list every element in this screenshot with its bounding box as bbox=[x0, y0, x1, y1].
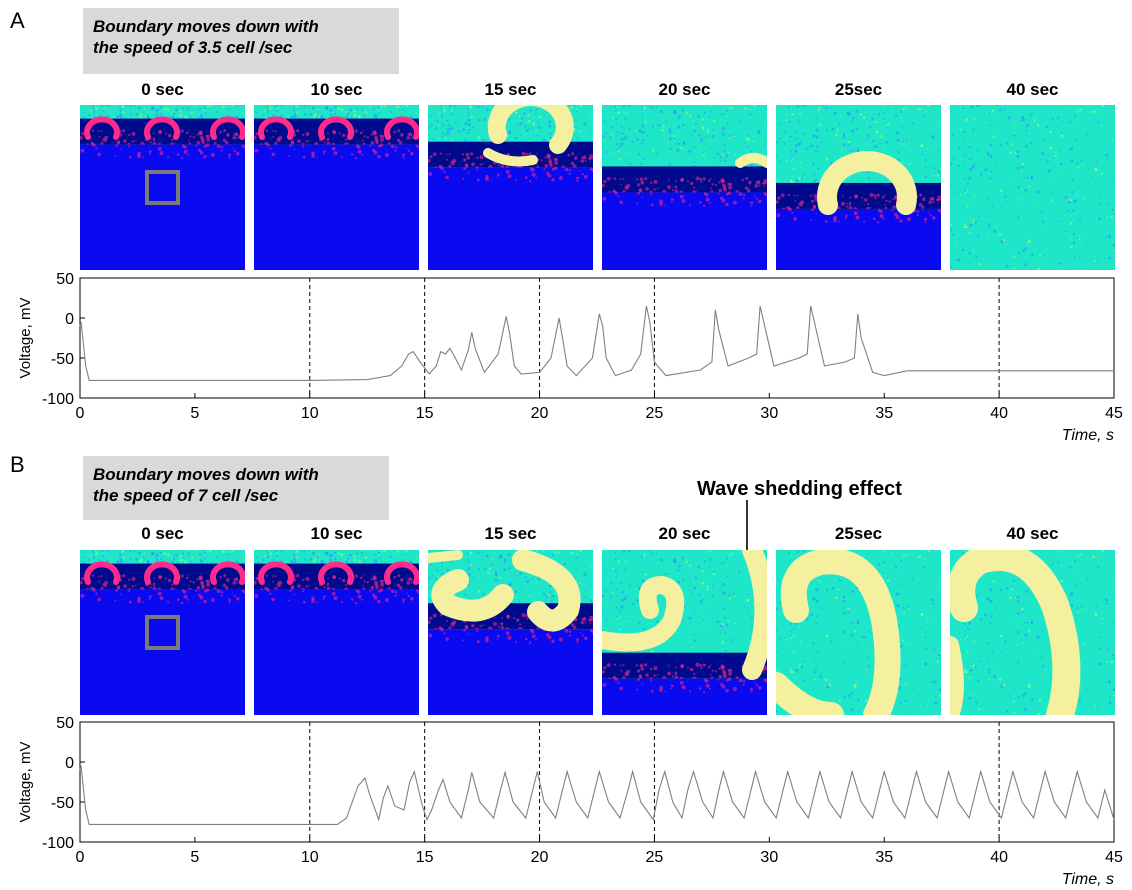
simulation-frame bbox=[776, 105, 941, 270]
x-tick-label: 40 bbox=[990, 405, 1008, 422]
recording-site-square bbox=[145, 170, 180, 205]
x-tick-label: 45 bbox=[1105, 849, 1123, 866]
x-axis-label: Time, s bbox=[1062, 427, 1114, 444]
frame-time-label: 20 sec bbox=[658, 80, 711, 99]
y-tick-label: 0 bbox=[65, 755, 74, 772]
voltage-plot-a: 0 5 10 15 20 25 30 35 40 45 50 0 -50 -100 Voltage, mV T… bbox=[17, 271, 1123, 444]
frame-time-label: 15 sec bbox=[484, 80, 537, 99]
y-tick-label: -50 bbox=[51, 795, 74, 812]
caption-b: Boundary moves down with the speed of 7 … bbox=[83, 456, 389, 520]
frame-time-label: 10 sec bbox=[310, 80, 363, 99]
simulation-frame bbox=[950, 105, 1115, 270]
frame-time-label: 25sec bbox=[834, 80, 883, 99]
x-tick-label: 30 bbox=[760, 849, 778, 866]
wave-shedding-annotation: Wave shedding effect bbox=[697, 478, 902, 500]
frame-time-label: 10 sec bbox=[310, 524, 363, 543]
frame-time-label: 40 sec bbox=[1006, 80, 1059, 99]
simulation-frame bbox=[80, 105, 245, 270]
plot-frame bbox=[79, 721, 1115, 843]
simulation-frame bbox=[428, 550, 593, 715]
simulation-frame bbox=[254, 550, 419, 715]
x-tick-label: 15 bbox=[416, 405, 434, 422]
plot-frame bbox=[79, 277, 1115, 399]
y-axis-label: Voltage, mV bbox=[17, 298, 34, 379]
x-tick-label: 45 bbox=[1105, 405, 1123, 422]
recording-site-square bbox=[145, 615, 180, 650]
voltage-plot-b: 0 5 10 15 20 25 30 35 40 45 50 0 -50 -100 Voltage, mV T… bbox=[17, 715, 1123, 888]
x-axis-label: Time, s bbox=[1062, 871, 1114, 888]
x-tick-label: 20 bbox=[531, 849, 549, 866]
simulation-frame bbox=[80, 550, 245, 715]
panel-letter-a: A bbox=[10, 8, 25, 33]
x-tick-label: 0 bbox=[76, 849, 85, 866]
x-tick-label: 5 bbox=[190, 849, 199, 866]
y-axis-label: Voltage, mV bbox=[17, 742, 34, 823]
x-tick-label: 10 bbox=[301, 849, 319, 866]
caption-a-line-2: the speed of 3.5 cell /sec bbox=[93, 38, 293, 57]
panel-letter-b: B bbox=[10, 452, 25, 477]
simulation-frame bbox=[776, 550, 941, 715]
simulation-frame bbox=[602, 550, 767, 715]
caption-a-line-1: Boundary moves down with bbox=[93, 17, 319, 36]
frame-time-label: 25sec bbox=[834, 524, 883, 543]
caption-b-line-1: Boundary moves down with bbox=[93, 465, 319, 484]
y-tick-label: -100 bbox=[42, 391, 74, 408]
frame-time-label: 15 sec bbox=[484, 524, 537, 543]
caption-b-line-2: the speed of 7 cell /sec bbox=[93, 486, 279, 505]
y-tick-label: 50 bbox=[56, 271, 74, 288]
y-tick-label: -100 bbox=[42, 835, 74, 852]
frame-time-label: 20 sec bbox=[658, 524, 711, 543]
simulation-frame bbox=[602, 105, 767, 270]
caption-a: Boundary moves down with the speed of 3.… bbox=[83, 8, 399, 74]
x-tick-label: 35 bbox=[875, 849, 893, 866]
y-tick-label: 50 bbox=[56, 715, 74, 732]
y-tick-label: -50 bbox=[51, 351, 74, 368]
x-tick-label: 30 bbox=[760, 405, 778, 422]
frame-time-label: 0 sec bbox=[141, 524, 184, 543]
simulation-frame bbox=[428, 105, 593, 270]
x-tick-label: 5 bbox=[190, 405, 199, 422]
frame-time-label: 0 sec bbox=[141, 80, 184, 99]
x-tick-label: 0 bbox=[76, 405, 85, 422]
simulation-frame bbox=[254, 105, 419, 270]
frame-time-label: 40 sec bbox=[1006, 524, 1059, 543]
y-tick-label: 0 bbox=[65, 311, 74, 328]
x-tick-label: 25 bbox=[646, 405, 664, 422]
x-tick-label: 25 bbox=[646, 849, 664, 866]
voltage-trace bbox=[79, 305, 1114, 381]
x-tick-label: 10 bbox=[301, 405, 319, 422]
x-tick-label: 35 bbox=[875, 405, 893, 422]
x-tick-label: 20 bbox=[531, 405, 549, 422]
x-tick-label: 15 bbox=[416, 849, 434, 866]
voltage-trace bbox=[79, 765, 1115, 825]
simulation-frame bbox=[950, 550, 1115, 715]
x-tick-label: 40 bbox=[990, 849, 1008, 866]
